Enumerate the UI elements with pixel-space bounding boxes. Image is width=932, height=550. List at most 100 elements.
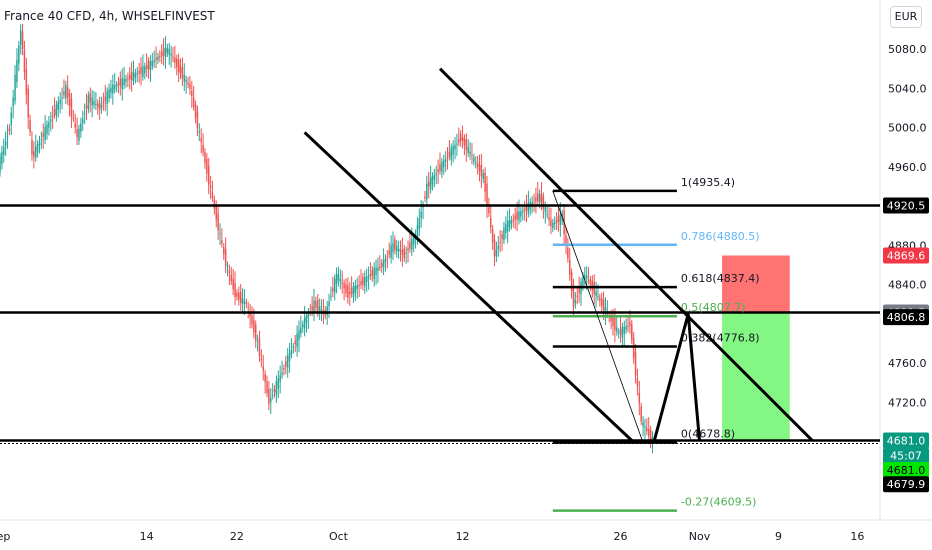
price-axis-label-bg <box>883 432 929 449</box>
candle-body <box>119 79 122 86</box>
candle-body <box>100 104 103 108</box>
candle-body <box>81 118 84 124</box>
candle-body <box>292 346 295 348</box>
candle-body <box>407 248 409 251</box>
candle-body <box>136 73 139 75</box>
candle-body <box>612 316 614 326</box>
candle-body <box>397 248 400 251</box>
candle-body <box>570 272 573 291</box>
candle-body <box>157 56 159 61</box>
candle-body <box>53 109 56 115</box>
candle-body <box>234 283 236 298</box>
candle-body <box>108 89 110 99</box>
candle-body <box>548 217 550 221</box>
candle-body <box>115 85 118 87</box>
price-axis-label-bg <box>883 476 929 493</box>
candle-body <box>189 83 191 90</box>
candle-body <box>19 30 22 45</box>
candle-body <box>305 315 308 323</box>
candle-body <box>348 291 351 295</box>
candle-body <box>632 337 635 358</box>
candle-body <box>174 57 176 63</box>
candle-body <box>170 53 172 56</box>
candle-body <box>542 196 545 209</box>
candle-body <box>553 222 556 225</box>
candle-body <box>196 111 199 129</box>
fib-level-label: 0(4678.8) <box>681 428 735 441</box>
candle-body <box>640 406 642 422</box>
candle-body <box>343 283 345 289</box>
candle-body <box>574 299 577 303</box>
candle-body <box>61 97 63 99</box>
candle-body <box>386 256 389 258</box>
currency-button[interactable]: EUR <box>890 6 922 28</box>
candle-body <box>279 375 281 382</box>
candle-body <box>450 147 453 160</box>
candle-body <box>241 298 244 304</box>
fib-level-label: 0.5(4807.7) <box>681 301 746 314</box>
candle-body <box>198 131 201 133</box>
candle-body <box>510 220 513 224</box>
candle-body <box>123 78 125 86</box>
candle-body <box>113 84 116 90</box>
candle-body <box>38 141 41 146</box>
y-tick-label: 4720.0 <box>888 396 927 409</box>
candle-body <box>326 306 328 316</box>
candle-body <box>568 260 571 275</box>
candle-body <box>508 220 511 228</box>
candle-body <box>501 234 503 240</box>
candle-body <box>520 211 522 217</box>
candle-body <box>219 233 221 235</box>
candle-body <box>638 392 641 404</box>
candle-body <box>488 207 490 214</box>
candle-body <box>499 241 501 243</box>
candle-body <box>446 156 449 158</box>
candle-body <box>301 324 304 327</box>
candle-body <box>168 48 170 55</box>
candle-body <box>18 45 20 64</box>
candle-body <box>535 197 537 202</box>
candle-body <box>444 159 447 162</box>
candle-body <box>429 177 432 190</box>
candle-body <box>253 320 255 333</box>
candle-body <box>162 48 165 56</box>
x-tick-label: 26 <box>614 530 628 543</box>
x-tick-label: 22 <box>230 530 244 543</box>
candle-body <box>311 305 313 311</box>
candle-body <box>70 98 73 117</box>
price-axis-label-bg <box>883 197 929 214</box>
candle-body <box>437 169 439 173</box>
candle-body <box>72 117 75 119</box>
candle-body <box>78 128 80 141</box>
candle-body <box>578 288 580 293</box>
candle-body <box>286 355 289 368</box>
candle-body <box>144 66 146 74</box>
candle-body <box>57 102 60 110</box>
candle-body <box>362 277 364 285</box>
price-axis-label: 4681.0 <box>883 432 929 449</box>
candle-body <box>584 274 586 280</box>
candle-body <box>221 240 223 244</box>
candle-body <box>307 313 310 318</box>
candle-body <box>256 340 259 342</box>
chart-title: France 40 CFD, 4h, WHSELFINVEST <box>4 9 215 23</box>
candle-body <box>599 297 601 301</box>
candle-body <box>631 323 633 341</box>
candle-body <box>177 59 180 73</box>
candle-body <box>25 69 28 95</box>
candle-body <box>121 78 123 89</box>
candle-body <box>91 97 93 106</box>
candle-body <box>192 97 195 107</box>
candle-body <box>390 245 392 258</box>
candle-body <box>151 60 154 67</box>
candle-body <box>106 91 108 104</box>
price-axis-label-text: 4806.8 <box>887 311 926 324</box>
candle-body <box>217 213 219 231</box>
candle-body <box>236 293 238 297</box>
candle-body <box>303 317 306 329</box>
candle-body <box>224 249 227 266</box>
candle-body <box>418 218 421 229</box>
candle-body <box>439 164 441 171</box>
candle-body <box>555 220 558 223</box>
